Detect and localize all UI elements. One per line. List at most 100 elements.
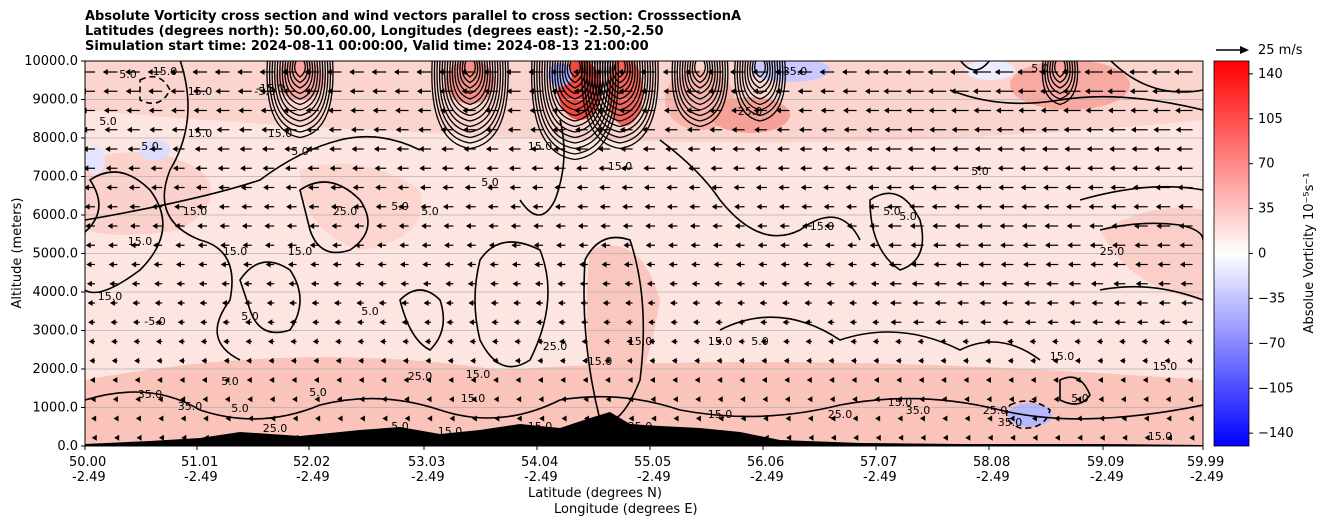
wind-vector-head <box>875 415 881 422</box>
wind-vector <box>247 415 253 422</box>
wind-vector-head <box>1108 126 1114 133</box>
wind-vector-head <box>85 184 89 191</box>
wind-vector <box>1074 338 1081 345</box>
wind-vector <box>687 146 700 152</box>
wind-vector <box>829 377 835 383</box>
wind-vector <box>804 319 812 326</box>
wind-vector <box>951 107 969 114</box>
wind-vector-head <box>1043 184 1049 191</box>
wind-vector-head <box>582 377 588 383</box>
wind-vector-head <box>1099 415 1105 422</box>
wind-vector-head <box>737 300 743 306</box>
wind-vector-head <box>215 88 221 95</box>
wind-vector <box>1107 107 1126 114</box>
wind-vector-head <box>844 165 850 172</box>
wind-vector-head <box>180 415 186 422</box>
wind-vector <box>713 261 723 268</box>
wind-vector <box>217 146 230 152</box>
wind-vector-head <box>1113 280 1119 287</box>
wind-vector-head <box>238 126 244 133</box>
wind-vector <box>737 319 745 326</box>
wind-vector <box>507 126 521 133</box>
wind-vector <box>446 319 454 326</box>
wind-vector <box>268 357 275 364</box>
wind-vector-head <box>103 88 109 95</box>
wind-vector-head <box>1180 280 1186 287</box>
wind-vector-head <box>1173 69 1179 75</box>
wind-vector <box>762 396 768 403</box>
wind-vector <box>820 88 835 95</box>
wind-vector <box>1041 146 1059 152</box>
wind-vector-head <box>492 357 498 364</box>
wind-vector <box>401 300 409 306</box>
wind-vector <box>287 242 297 249</box>
wind-vector-head <box>533 242 539 249</box>
wind-vector <box>1018 107 1036 114</box>
wind-vector <box>199 300 207 306</box>
wind-vector-head <box>1054 434 1060 441</box>
wind-vector-head <box>1156 223 1162 229</box>
contour-line <box>284 61 316 100</box>
wind-vector <box>740 396 746 403</box>
colorbar <box>1213 60 1250 447</box>
wind-vector <box>973 107 991 114</box>
wind-vector <box>686 126 700 133</box>
wind-vector-head <box>284 146 290 152</box>
wind-vector-head <box>694 357 700 364</box>
wind-vector <box>129 203 140 210</box>
wind-vector-head <box>194 146 200 152</box>
wind-vector-head <box>1187 377 1193 383</box>
wind-vector <box>438 69 454 75</box>
wind-vector-head <box>1188 396 1194 403</box>
wind-vector-head <box>1119 338 1125 345</box>
wind-vector <box>239 146 252 152</box>
wind-vector-head <box>513 300 519 306</box>
wind-vector <box>1131 146 1148 152</box>
wind-vector <box>820 107 835 114</box>
x-tick-label-lat: 53.03 <box>408 455 446 470</box>
wind-vector <box>154 300 163 306</box>
wind-vector <box>461 88 476 95</box>
wind-vector-head <box>247 415 253 422</box>
wind-vector <box>752 69 767 75</box>
wind-vector-head <box>217 165 223 172</box>
wind-vector <box>987 434 993 441</box>
wind-vector-head <box>718 415 724 422</box>
wind-vector <box>708 88 723 95</box>
wind-vector <box>1017 88 1036 95</box>
wind-vector <box>665 165 678 172</box>
contour-line <box>1054 61 1066 78</box>
wind-vector-head <box>306 126 312 133</box>
wind-vector <box>441 165 454 172</box>
wind-vector-head <box>175 261 181 268</box>
wind-vector-head <box>689 223 695 229</box>
wind-vector-head <box>732 146 738 152</box>
wind-vector-head <box>819 69 825 75</box>
wind-vector <box>245 338 252 345</box>
wind-vector-head <box>734 223 740 229</box>
wind-vector <box>1008 396 1014 403</box>
wind-vector <box>909 223 924 229</box>
wind-vector <box>624 280 633 287</box>
wind-vector-head <box>1165 396 1171 403</box>
x-tick-label-lon: -2.49 <box>184 470 218 485</box>
wind-vector <box>986 396 992 403</box>
wind-vector <box>535 300 543 306</box>
wind-vector <box>351 146 364 152</box>
wind-vector-head <box>423 300 429 306</box>
wind-vector <box>282 88 297 95</box>
wind-vector-head <box>242 242 248 249</box>
wind-vector <box>247 396 253 403</box>
wind-vector-head <box>867 184 873 191</box>
wind-vector <box>304 69 319 75</box>
wind-vector-head <box>1129 69 1135 75</box>
wind-vector <box>974 126 991 133</box>
wind-vector <box>419 165 431 172</box>
wind-vector-head <box>507 126 513 133</box>
contour-label: 15.0 <box>1153 360 1178 373</box>
wind-vector-head <box>353 203 359 210</box>
wind-vector <box>425 357 431 364</box>
wind-vector-head <box>866 146 872 152</box>
wind-vector-head <box>215 107 221 114</box>
contour-label: 15.0 <box>466 368 491 381</box>
